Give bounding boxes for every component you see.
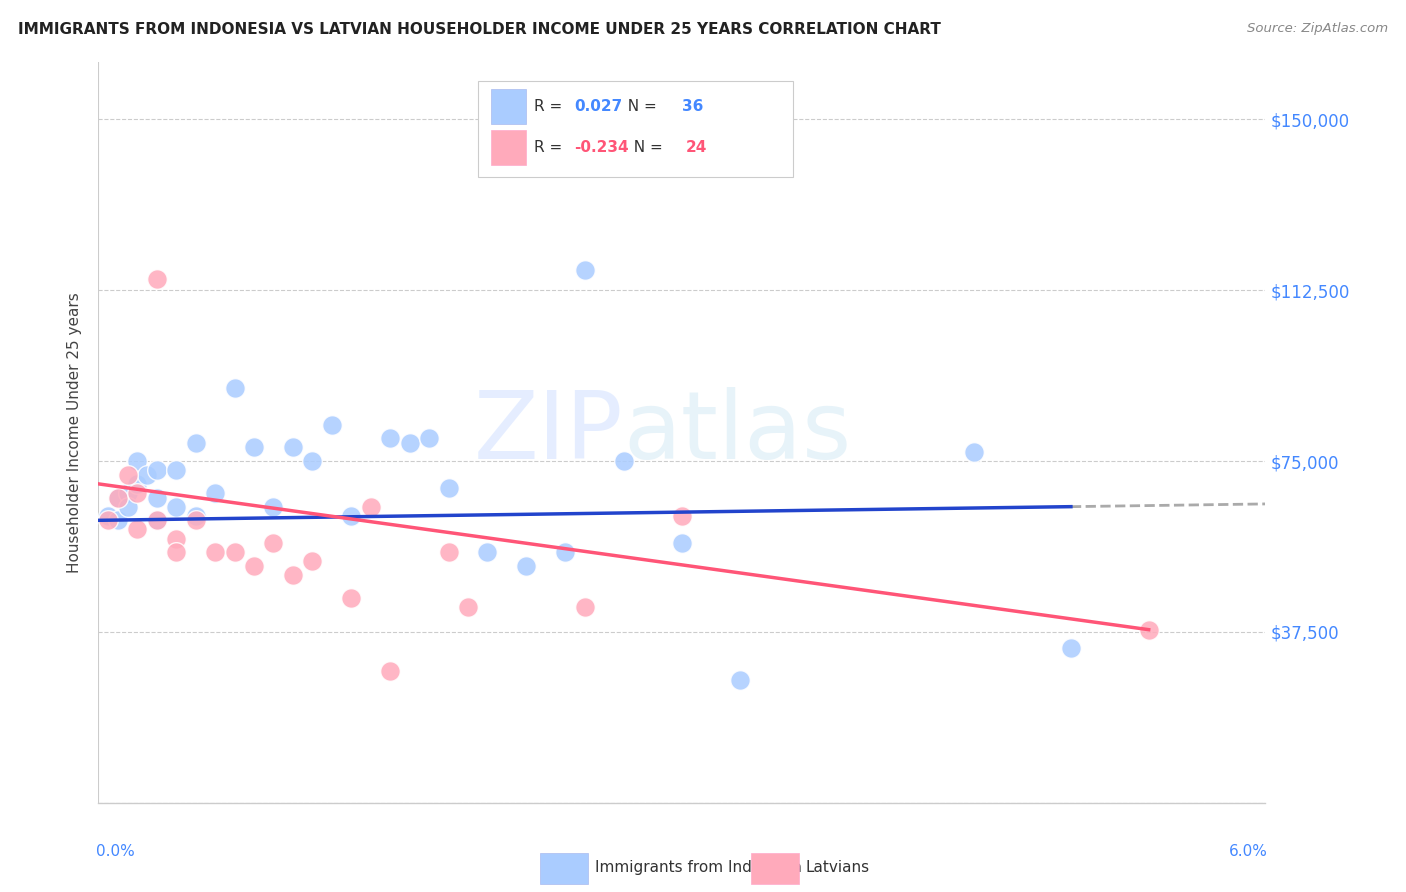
- Point: [107, 491, 129, 505]
- Point: [1060, 640, 1083, 655]
- Point: [418, 431, 440, 445]
- Point: [243, 558, 266, 573]
- Text: 36: 36: [682, 99, 703, 114]
- Point: [321, 417, 343, 432]
- Point: [184, 435, 207, 450]
- Point: [360, 500, 382, 514]
- Text: 0.027: 0.027: [575, 99, 623, 114]
- Point: [340, 591, 363, 605]
- Point: [243, 441, 266, 455]
- Point: [613, 454, 636, 468]
- Text: ZIP: ZIP: [474, 386, 624, 479]
- Text: 0.0%: 0.0%: [96, 844, 135, 858]
- Point: [184, 508, 207, 523]
- Point: [97, 508, 120, 523]
- Point: [146, 463, 169, 477]
- Text: R =: R =: [534, 140, 567, 155]
- Point: [398, 435, 420, 450]
- Point: [146, 513, 169, 527]
- Point: [671, 536, 693, 550]
- Point: [457, 599, 479, 614]
- Point: [730, 673, 752, 687]
- Point: [107, 513, 129, 527]
- Point: [165, 500, 187, 514]
- FancyBboxPatch shape: [491, 89, 526, 124]
- Point: [301, 554, 323, 568]
- Text: R =: R =: [534, 99, 567, 114]
- Text: N =: N =: [617, 99, 661, 114]
- Point: [671, 508, 693, 523]
- Y-axis label: Householder Income Under 25 years: Householder Income Under 25 years: [67, 293, 83, 573]
- Point: [281, 568, 304, 582]
- Point: [136, 467, 159, 482]
- Point: [1137, 623, 1160, 637]
- Point: [224, 381, 246, 395]
- Point: [146, 491, 169, 505]
- Point: [127, 454, 149, 468]
- Text: IMMIGRANTS FROM INDONESIA VS LATVIAN HOUSEHOLDER INCOME UNDER 25 YEARS CORRELATI: IMMIGRANTS FROM INDONESIA VS LATVIAN HOU…: [18, 22, 941, 37]
- Point: [380, 664, 402, 678]
- Point: [117, 467, 139, 482]
- Point: [165, 532, 187, 546]
- Point: [574, 599, 596, 614]
- Point: [204, 545, 226, 559]
- Point: [380, 431, 402, 445]
- Text: 24: 24: [685, 140, 707, 155]
- Point: [301, 454, 323, 468]
- Text: Latvians: Latvians: [806, 861, 870, 875]
- Point: [204, 486, 226, 500]
- Text: atlas: atlas: [624, 386, 852, 479]
- Point: [127, 486, 149, 500]
- Point: [437, 545, 460, 559]
- Point: [184, 513, 207, 527]
- FancyBboxPatch shape: [478, 81, 793, 178]
- FancyBboxPatch shape: [491, 130, 526, 165]
- Point: [224, 545, 246, 559]
- Point: [146, 513, 169, 527]
- Point: [127, 523, 149, 537]
- Text: N =: N =: [624, 140, 668, 155]
- Point: [962, 445, 984, 459]
- Text: Source: ZipAtlas.com: Source: ZipAtlas.com: [1247, 22, 1388, 36]
- Point: [97, 513, 120, 527]
- Point: [127, 476, 149, 491]
- Point: [165, 463, 187, 477]
- Point: [340, 508, 363, 523]
- Point: [515, 558, 537, 573]
- Point: [262, 500, 284, 514]
- Text: -0.234: -0.234: [575, 140, 628, 155]
- Point: [117, 500, 139, 514]
- Point: [281, 441, 304, 455]
- Point: [437, 482, 460, 496]
- Point: [574, 262, 596, 277]
- Point: [107, 491, 129, 505]
- Point: [477, 545, 499, 559]
- Point: [165, 545, 187, 559]
- Point: [146, 272, 169, 286]
- Point: [117, 486, 139, 500]
- Text: Immigrants from Indonesia: Immigrants from Indonesia: [595, 861, 801, 875]
- Text: 6.0%: 6.0%: [1229, 844, 1268, 858]
- Point: [262, 536, 284, 550]
- Point: [554, 545, 576, 559]
